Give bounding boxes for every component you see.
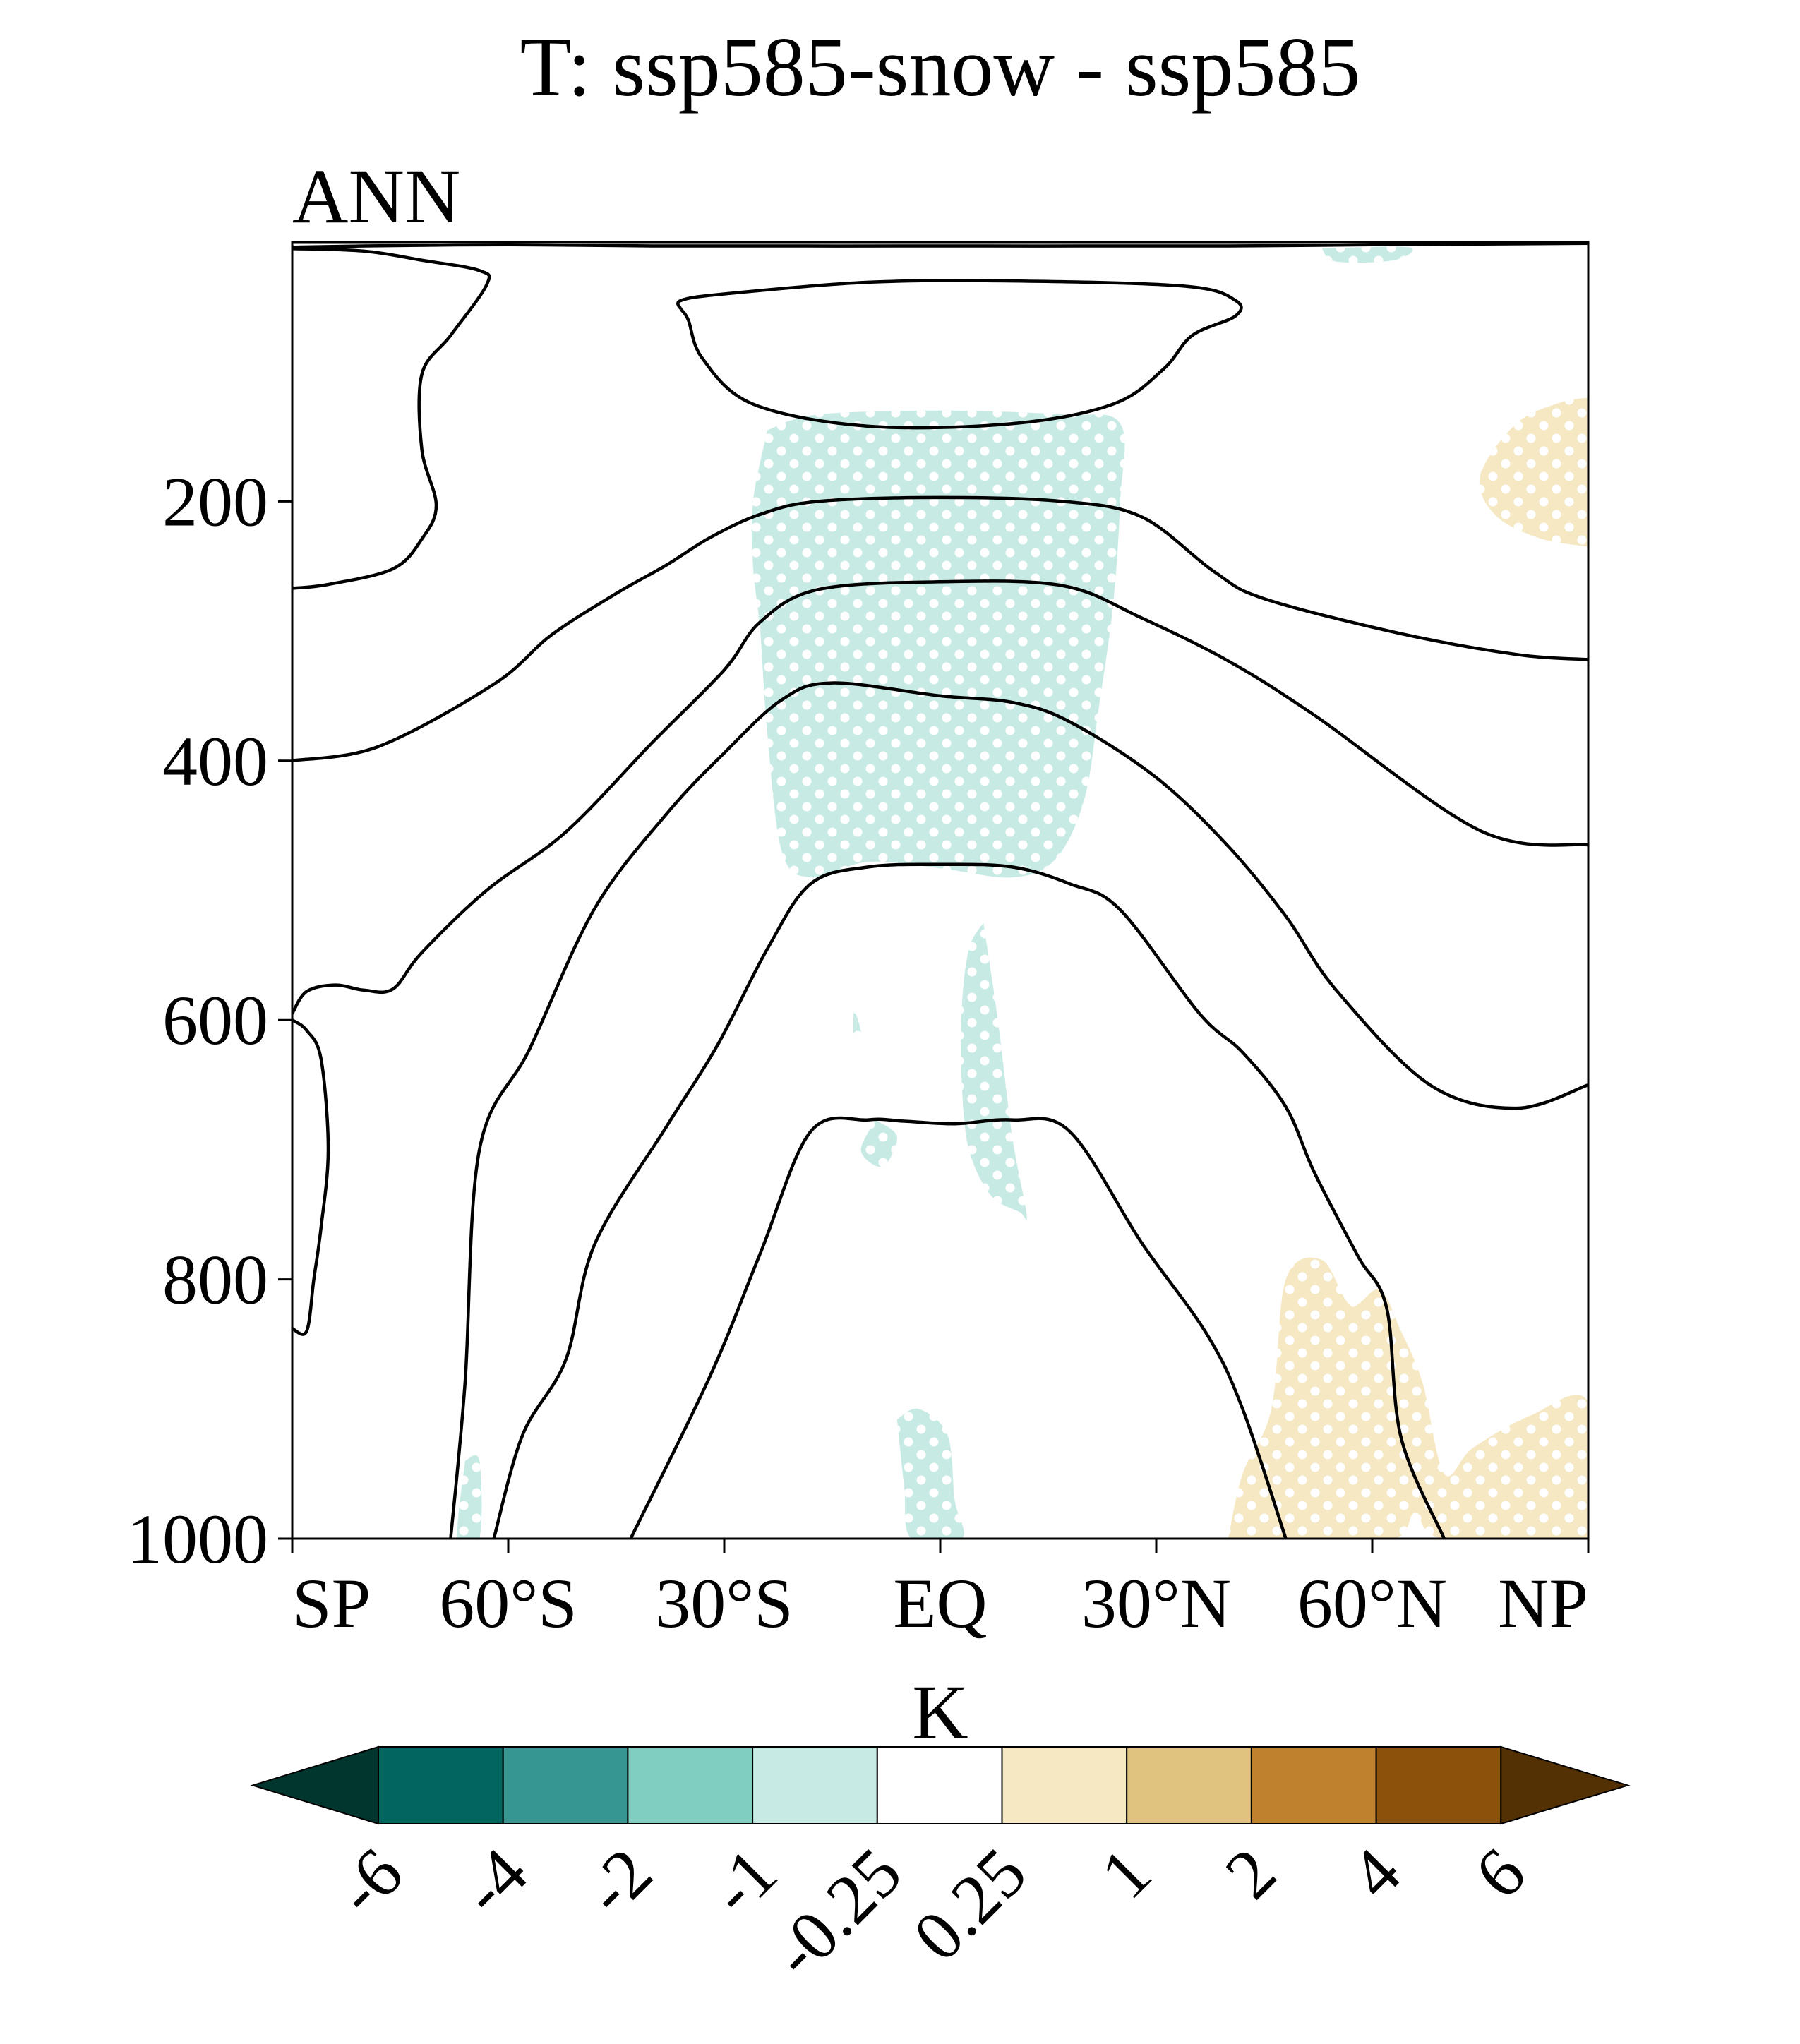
colorbar-extend-high bbox=[1500, 1745, 1631, 1825]
x-tick-label: 30°S bbox=[655, 1564, 793, 1642]
small-negative-patch-1 bbox=[860, 1119, 897, 1167]
colorbar-level-label: 2 bbox=[1211, 1833, 1291, 1913]
near-surface-negative-patch bbox=[896, 1408, 964, 1539]
x-tick-label: EQ bbox=[893, 1564, 987, 1642]
contour-level-3 bbox=[292, 579, 1588, 1015]
south-pole-lower-contour bbox=[292, 1018, 330, 1336]
small-negative-patch-1-stipple bbox=[860, 1119, 897, 1167]
south-pole-upper-contour bbox=[292, 246, 491, 590]
colorbar-level-label: -2 bbox=[570, 1833, 667, 1930]
contour-level-6 bbox=[629, 1116, 1288, 1539]
plot-area: 200 400 600 800 1000 SP 60°S 30°S EQ 30°N 60°N NP bbox=[127, 241, 1590, 1642]
colorbar-level-label: 1 bbox=[1086, 1833, 1166, 1913]
colorbar-level-label: 4 bbox=[1335, 1833, 1415, 1913]
shaded-regions bbox=[457, 246, 1588, 1539]
y-tick-label: 1000 bbox=[127, 1500, 268, 1578]
y-tick-label: 600 bbox=[162, 981, 268, 1059]
contour-level-4 bbox=[449, 681, 1588, 1539]
y-tick-label: 800 bbox=[162, 1241, 268, 1319]
colorbar-level-label: 0.25 bbox=[899, 1833, 1041, 1976]
colorbar-extend-low bbox=[250, 1745, 379, 1825]
y-tick-label: 400 bbox=[162, 722, 268, 800]
south-surface-negative-patch-stipple bbox=[457, 1455, 482, 1539]
chart-subtitle: ANN bbox=[292, 153, 460, 239]
small-negative-patch-2 bbox=[853, 1006, 861, 1039]
contour-lines bbox=[292, 242, 1588, 1539]
colorbar-box bbox=[1375, 1746, 1502, 1824]
colorbar-box bbox=[627, 1746, 754, 1824]
northern-upper-positive-region bbox=[1479, 397, 1588, 547]
colorbar-level-label: -0.25 bbox=[757, 1833, 917, 1992]
upper-tropical-closed-contour bbox=[676, 279, 1243, 430]
y-tick-label: 200 bbox=[162, 462, 268, 541]
x-axis: SP 60°S 30°S EQ 30°N 60°N NP bbox=[291, 1539, 1590, 1642]
top-negative-strip bbox=[1321, 246, 1413, 263]
near-surface-negative-patch-stipple bbox=[896, 1408, 964, 1539]
x-tick-label: SP bbox=[292, 1564, 371, 1642]
northern-surface-positive-region bbox=[1228, 1257, 1588, 1539]
colorbar-box bbox=[502, 1746, 629, 1824]
x-tick-label: 60°N bbox=[1297, 1564, 1447, 1642]
colorbar-label: K bbox=[912, 1669, 968, 1755]
colorbar-level-label: -4 bbox=[445, 1833, 542, 1930]
tropical-midlevel-negative-region bbox=[961, 922, 1027, 1220]
colorbar-box bbox=[1001, 1746, 1128, 1824]
colorbar-box bbox=[876, 1746, 1003, 1824]
colorbar-level-label: -1 bbox=[695, 1833, 791, 1930]
upper-cap-contour bbox=[292, 242, 1588, 249]
y-axis: 200 400 600 800 1000 bbox=[127, 462, 292, 1578]
colorbar-labels: -6 -4 -2 -1-0.250.25 1 2 4 6 bbox=[320, 1833, 1540, 1992]
colorbar-box bbox=[1250, 1746, 1377, 1824]
colorbar-level-label: -6 bbox=[320, 1833, 417, 1930]
colorbar-box bbox=[752, 1746, 878, 1824]
top-negative-strip-stipple bbox=[1321, 246, 1413, 263]
contour-level-2 bbox=[292, 495, 1588, 763]
tropical-upper-negative-region bbox=[751, 410, 1125, 878]
x-tick-label: 60°S bbox=[439, 1564, 577, 1642]
chart-title: T: ssp585-snow - ssp585 bbox=[520, 20, 1361, 114]
small-negative-patch-2-stipple bbox=[853, 1006, 861, 1039]
x-tick-label: NP bbox=[1498, 1564, 1588, 1642]
tropical-upper-negative-region-stipple bbox=[751, 410, 1125, 878]
south-surface-negative-patch bbox=[457, 1455, 482, 1539]
colorbar-box bbox=[1126, 1746, 1252, 1824]
contour-level-5 bbox=[492, 862, 1446, 1539]
colorbar-boxes bbox=[250, 1745, 1631, 1825]
colorbar: K -6 -4 -2 -1-0.250.25 1 2 4 6 bbox=[250, 1669, 1631, 1992]
colorbar-level-label: 6 bbox=[1460, 1833, 1540, 1913]
tropical-midlevel-negative-region-stipple bbox=[961, 922, 1027, 1220]
northern-upper-positive-region-stipple bbox=[1479, 397, 1588, 547]
x-tick-label: 30°N bbox=[1081, 1564, 1231, 1642]
northern-surface-positive-region-stipple bbox=[1228, 1257, 1588, 1539]
colorbar-box bbox=[378, 1746, 504, 1824]
